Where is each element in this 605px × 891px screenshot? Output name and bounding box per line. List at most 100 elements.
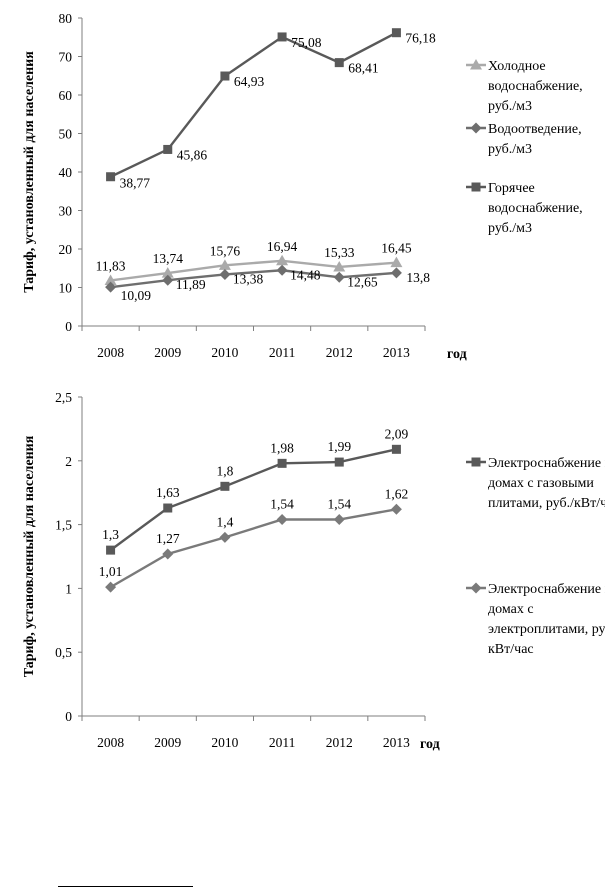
chart2-legend1-swatch-marker bbox=[471, 457, 481, 467]
chart2-legend2-label-line: электроплитами, руб./ bbox=[488, 622, 605, 637]
chart1-legend3-label-line: Горячее bbox=[488, 181, 535, 196]
chart1-series2-data-label: 10,09 bbox=[121, 288, 152, 303]
chart1-legend2-label-line: Водоотведение, bbox=[488, 122, 582, 137]
chart1-series1-point bbox=[104, 274, 117, 285]
chart1-series3-point bbox=[106, 172, 116, 182]
chart2-x-tick-label: 2009 bbox=[154, 735, 181, 750]
chart1-series2-point bbox=[219, 268, 231, 280]
chart1-series1-data-label: 11,83 bbox=[96, 258, 126, 273]
chart2-series1-point bbox=[220, 481, 230, 491]
chart2-series2-line bbox=[109, 508, 397, 589]
chart1-y-tick-label: 60 bbox=[59, 88, 73, 103]
chart1-series1-point bbox=[333, 260, 346, 272]
chart1-y-axis-title: Тариф, установленный для населения bbox=[22, 51, 37, 293]
chart2-series2-data-label: 1,54 bbox=[270, 496, 294, 511]
chart2-series1-line bbox=[109, 448, 397, 552]
chart1-series2-data-label: 14,48 bbox=[290, 267, 321, 282]
chart2-series1-data-label: 1,99 bbox=[327, 439, 351, 454]
chart1-legend3-label-line: водоснабжение, bbox=[488, 201, 583, 216]
chart1-legend1-swatch-marker bbox=[470, 59, 482, 70]
chart2-y-axis-title: Тариф, установленный для населения bbox=[22, 435, 37, 677]
chart2-y-tick-label: 2,5 bbox=[55, 390, 72, 405]
chart2-series2-point bbox=[105, 581, 117, 593]
chart2-legend1-label-line: Электроснабжение в bbox=[488, 456, 605, 471]
chart2-y-tick-label: 1 bbox=[65, 581, 72, 596]
chart2-x-tick-label: 2011 bbox=[269, 735, 296, 750]
chart2-series2-data-label: 1,62 bbox=[385, 486, 409, 501]
chart1-series3-point bbox=[220, 71, 230, 81]
chart1-series2-data-label: 11,89 bbox=[176, 277, 206, 292]
chart2-series2-point bbox=[276, 513, 288, 525]
chart2-series2-data-label: 1,27 bbox=[156, 531, 180, 546]
chart2-series1-data-label: 1,8 bbox=[216, 463, 233, 478]
chart2-legend2-label-line: кВт/час bbox=[488, 642, 534, 657]
chart1-y-tick-label: 70 bbox=[59, 50, 73, 65]
chart1-y-tick-label: 10 bbox=[59, 281, 73, 296]
chart1-legend1-label: Холодное водоснабжение, руб./м3 bbox=[488, 59, 583, 114]
chart2-y-tick-label: 0 bbox=[65, 709, 72, 724]
chart1-x-tick-label: 2010 bbox=[211, 345, 238, 360]
chart1-series2-point bbox=[390, 267, 402, 279]
chart2-series1-point bbox=[163, 503, 173, 513]
chart2-x-tick-label: 2008 bbox=[97, 735, 124, 750]
chart2-series2-point bbox=[333, 513, 345, 525]
chart1-series2-point bbox=[105, 281, 117, 293]
chart2-legend1-label-line: плитами, руб./кВт/час bbox=[488, 496, 605, 511]
footnote-rule bbox=[58, 886, 193, 887]
chart1-x-tick-label: 2008 bbox=[97, 345, 124, 360]
chart1-series3-point bbox=[163, 144, 173, 154]
chart2-series1-point bbox=[277, 458, 287, 468]
chart1-y-tick-label: 30 bbox=[59, 204, 73, 219]
chart2-series1-data-label: 2,09 bbox=[385, 426, 409, 441]
chart1-series1-point bbox=[276, 254, 289, 266]
chart1-y-tick-label: 50 bbox=[59, 127, 73, 142]
chart2-legend1-label: Электроснабжение в домах с газовыми плитам… bbox=[488, 456, 605, 511]
chart2-legend1-label-line: домах с газовыми bbox=[488, 476, 594, 491]
chart1-series3-point bbox=[277, 32, 287, 42]
chart1-legend2-label: Водоотведение, руб./м3 bbox=[488, 122, 582, 157]
chart1-series1-line bbox=[110, 259, 397, 282]
chart1-series3-data-label: 76,18 bbox=[405, 31, 436, 46]
chart2-series1-point bbox=[106, 545, 116, 555]
chart2-series2-data-label: 1,4 bbox=[216, 514, 233, 529]
chart2-legend2-label-line: домах с bbox=[488, 602, 534, 617]
chart1-x-tick-label: 2009 bbox=[154, 345, 181, 360]
chart1-legend3-label: Горячее водоснабжение, руб./м3 bbox=[488, 181, 583, 236]
chart1-legend1-label-line: водоснабжение, bbox=[488, 79, 583, 94]
chart1-series3-data-label: 38,77 bbox=[120, 176, 151, 191]
chart1-series3-data-label: 68,41 bbox=[348, 61, 378, 76]
chart1-series3-point bbox=[391, 28, 401, 38]
chart1-series1-data-label: 13,74 bbox=[153, 251, 184, 266]
chart1-series2-data-label: 13,38 bbox=[233, 271, 264, 286]
chart2-series2-data-label: 1,01 bbox=[99, 564, 123, 579]
chart2-y-tick-label: 0,5 bbox=[55, 645, 72, 660]
chart1-y-tick-label: 20 bbox=[59, 242, 73, 257]
chart1-series2-line bbox=[110, 269, 397, 289]
chart1-series1-data-label: 15,76 bbox=[210, 243, 241, 258]
chart1-series2-data-label: 13,8 bbox=[406, 270, 430, 285]
chart2-x-axis-title: год bbox=[420, 737, 440, 752]
chart1-legend3-swatch-marker bbox=[471, 182, 481, 192]
chart1-x-tick-label: 2013 bbox=[383, 345, 410, 360]
chart2-x-tick-label: 2010 bbox=[211, 735, 238, 750]
chart2-legend2-label-line: Электроснабжение в bbox=[488, 582, 605, 597]
chart1-y-tick-label: 80 bbox=[59, 11, 73, 26]
chart1-series2-point bbox=[333, 271, 345, 283]
chart2-series2-point bbox=[390, 503, 402, 515]
chart1-legend1-label-line: руб./м3 bbox=[488, 99, 532, 114]
chart2-series1-data-label: 1,3 bbox=[102, 527, 119, 542]
chart1-series3-line bbox=[110, 31, 397, 178]
chart1-series1-point bbox=[390, 256, 403, 268]
chart2-x-tick-label: 2012 bbox=[326, 735, 353, 750]
chart1-series2-data-label: 12,65 bbox=[347, 274, 378, 289]
chart1-legend1-label-line: Холодное bbox=[488, 59, 546, 74]
chart1-y-tick-label: 40 bbox=[59, 165, 73, 180]
chart1-x-tick-label: 2012 bbox=[326, 345, 353, 360]
chart1-series1-data-label: 15,33 bbox=[324, 245, 355, 260]
chart2-series1-data-label: 1,98 bbox=[270, 440, 294, 455]
chart2-series1-point bbox=[334, 457, 344, 467]
chart1-series1-point bbox=[161, 267, 174, 278]
chart1-legend2-swatch-marker bbox=[470, 122, 482, 134]
chart1-series1-data-label: 16,45 bbox=[381, 241, 412, 256]
